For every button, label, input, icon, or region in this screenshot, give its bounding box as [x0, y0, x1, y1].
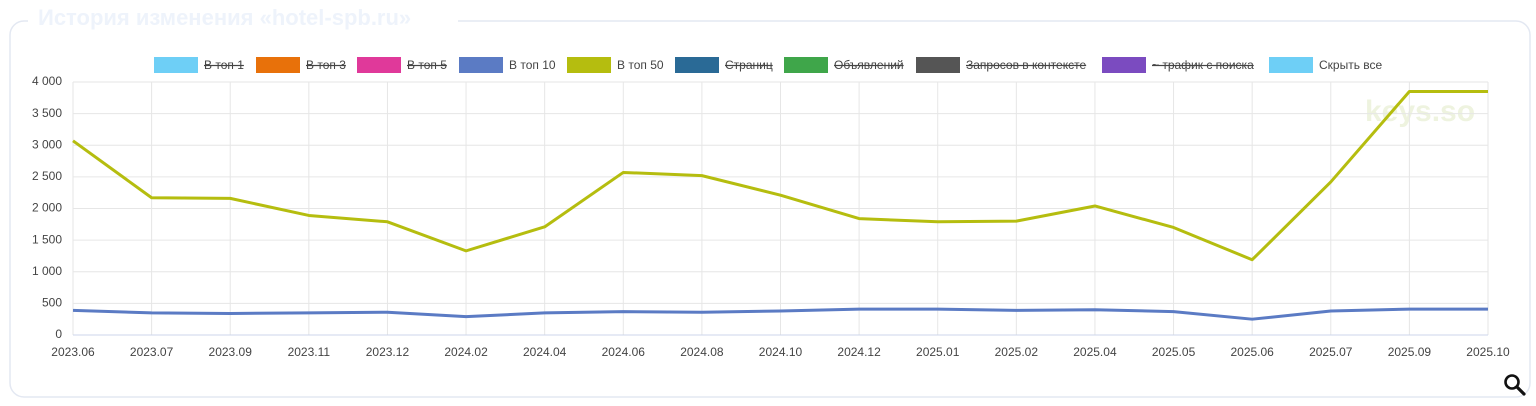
y-tick-label: 1 000 — [32, 264, 62, 278]
legend-swatch[interactable] — [567, 57, 611, 73]
series-line — [72, 89, 1488, 262]
legend-toggle-label[interactable]: Скрыть все — [1319, 58, 1383, 72]
x-tick-label: 2023.07 — [130, 345, 174, 359]
x-tick-label: 2024.10 — [759, 345, 803, 359]
y-tick-label: 2 500 — [32, 169, 62, 183]
y-tick-label: 3 000 — [32, 137, 62, 151]
legend-label[interactable]: Страниц — [725, 58, 773, 72]
legend-label[interactable]: В топ 3 — [306, 58, 346, 72]
legend-toggle-swatch[interactable] — [1269, 57, 1313, 73]
x-tick-label: 2025.09 — [1388, 345, 1432, 359]
y-tick-label: 2 000 — [32, 201, 62, 215]
legend-swatch[interactable] — [784, 57, 828, 73]
zoom-icon[interactable] — [1504, 374, 1526, 396]
legend-label[interactable]: В топ 1 — [204, 58, 244, 72]
x-tick-label: 2023.12 — [366, 345, 410, 359]
x-tick-label: 2023.11 — [288, 345, 331, 359]
x-tick-label: 2025.04 — [1073, 345, 1117, 359]
x-tick-label: 2025.05 — [1152, 345, 1196, 359]
zoom-handle — [1515, 385, 1526, 396]
x-tick-label: 2024.04 — [523, 345, 567, 359]
legend-label[interactable]: Запросов в контексте — [966, 58, 1086, 72]
x-tick-label: 2023.09 — [209, 345, 253, 359]
series-line — [72, 307, 1488, 321]
x-tick-label: 2024.12 — [837, 345, 881, 359]
legend-label[interactable]: В топ 10 — [509, 58, 556, 72]
y-tick-label: 4 000 — [32, 74, 62, 88]
x-tick-label: 2025.07 — [1309, 345, 1353, 359]
legend-swatch[interactable] — [916, 57, 960, 73]
x-tick-label: 2025.01 — [916, 345, 960, 359]
legend-label[interactable]: Объявлений — [834, 58, 904, 72]
legend-label[interactable]: В топ 5 — [407, 58, 447, 72]
legend-swatch[interactable] — [256, 57, 300, 73]
zoom-lens — [1504, 374, 1520, 390]
x-tick-label: 2025.10 — [1466, 345, 1510, 359]
chart-title: История изменения «hotel-spb.ru» — [38, 5, 411, 30]
y-tick-label: 0 — [55, 327, 62, 341]
x-tick-label: 2025.06 — [1230, 345, 1274, 359]
legend-swatch[interactable] — [154, 57, 198, 73]
x-tick-label: 2025.02 — [995, 345, 1039, 359]
legend-label[interactable]: В топ 50 — [617, 58, 664, 72]
legend-swatch[interactable] — [357, 57, 401, 73]
legend-swatch[interactable] — [459, 57, 503, 73]
y-tick-label: 3 500 — [32, 106, 62, 120]
legend-swatch[interactable] — [675, 57, 719, 73]
y-tick-label: 1 500 — [32, 232, 62, 246]
legend-swatch[interactable] — [1102, 57, 1146, 73]
title-backdrop — [28, 6, 458, 32]
legend-label[interactable]: ~ трафик с поиска — [1152, 58, 1254, 72]
x-tick-label: 2024.02 — [444, 345, 488, 359]
x-tick-label: 2023.06 — [51, 345, 95, 359]
x-tick-label: 2024.06 — [602, 345, 646, 359]
y-tick-label: 500 — [42, 296, 62, 310]
x-tick-label: 2024.08 — [680, 345, 724, 359]
